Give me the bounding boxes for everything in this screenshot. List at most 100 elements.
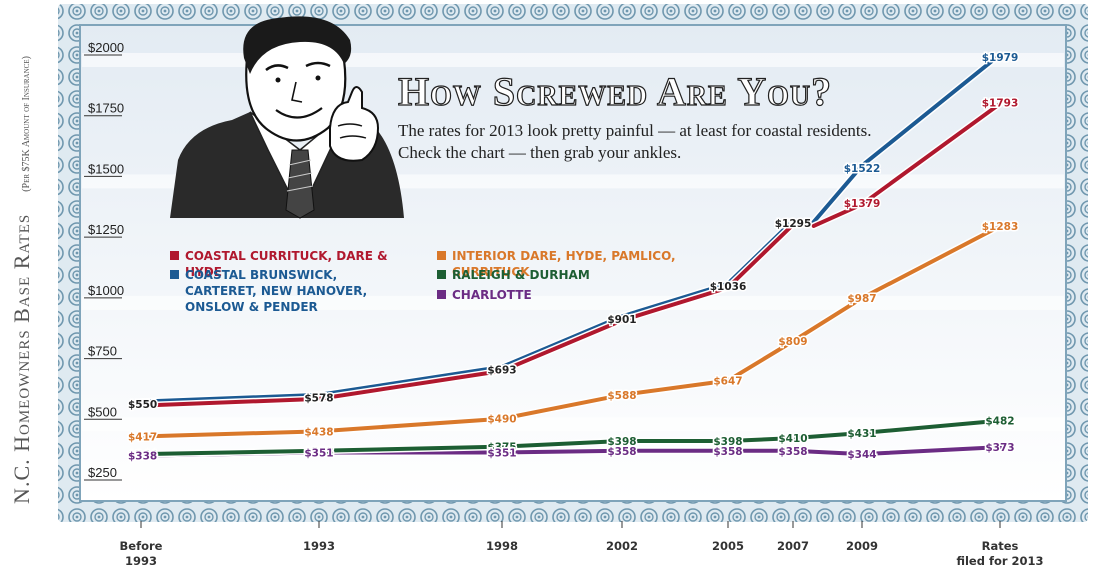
data-label: $1036 [710,281,747,293]
x-tick-label: 1993 [303,539,335,553]
chart-title: How Screwed Are You? [397,69,833,114]
headline-block: How Screwed Are You? The rates for 2013 … [397,69,918,164]
series-line-coastal_brunswick [139,281,730,404]
data-label: $375 [487,442,516,454]
series-line-raleigh [726,436,795,444]
y-tick-label: $250 [88,465,117,480]
data-label: $358 [778,446,807,458]
series-line-coastal_currituck [726,222,795,290]
legend-label: COASTAL BRUNSWICK, CARTERET, NEW HANOVER… [185,268,368,315]
legend-item-coastal-currituck: COASTAL CURRITUCK, DARE & HYDE [170,248,410,280]
y-tick-label: $2000 [88,40,124,55]
legend-swatch [170,251,179,260]
series-line-charlotte [791,448,864,457]
legend-swatch [437,270,446,279]
data-label: $344 [128,449,157,461]
data-label: $358 [713,446,742,458]
y-axis-label: N.C. Homeowners Base Rates [9,213,34,504]
x-tick-label: 2002 [606,539,638,553]
data-label: $1283 [982,221,1019,233]
y-axis-ticks: $250 $500 $750 $1000 $1250 $1500 $1750 $2000 [84,40,124,481]
series-lines [137,51,1004,460]
x-tick-label: 2009 [846,539,878,553]
data-label: $550 [128,399,157,411]
data-label: $490 [487,414,516,426]
data-label: $438 [304,426,333,438]
data-label: $398 [713,436,742,448]
series-line-coastal_brunswick [860,52,1002,168]
data-label: $338 [128,451,157,463]
necktie [285,149,315,219]
series-line-interior [791,296,864,344]
series-line-coastal_currituck [139,285,730,408]
data-label: $351 [487,447,516,459]
data-label: $1295 [775,218,812,230]
x-tick-label: filed for 2013 [956,554,1043,568]
legend-item-raleigh-durham: RALEIGH & DURHAM [437,267,737,283]
legend-item-coastal-brunswick: COASTAL BRUNSWICK, CARTERET, NEW HANOVER… [170,267,410,316]
series-line-coastal_currituck [860,101,1002,207]
series-line-coastal_brunswick [811,163,864,224]
thumbs-up-man-illustration [170,16,404,219]
data-label: $358 [607,446,636,458]
legend-label: INTERIOR DARE, HYDE, PAMLICO, CURRITUCK [452,249,676,280]
data-label: $373 [985,442,1014,454]
y-axis-title: N.C. Homeowners Base Rates (Per $75K Amo… [4,0,40,560]
series-line-coastal_currituck [811,202,864,228]
data-label: $1793 [982,97,1019,109]
data-label: $431 [847,428,876,440]
data-label: $693 [487,364,516,376]
y-tick-label: $1750 [88,101,124,116]
legend-label: CHARLOTTE [452,288,532,302]
y-tick-label: $500 [88,404,117,419]
data-label: $410 [778,433,807,445]
tie-stripes [286,159,314,192]
y-tick-label: $1250 [88,222,124,237]
data-label: $578 [304,392,333,404]
data-label: $588 [607,390,636,402]
y-axis-sublabel: (Per $75K Amount of Insurance) [21,56,32,192]
x-tick-label: 2005 [712,539,744,553]
data-label: $417 [128,431,157,443]
data-labels: $1793 $1379 $550 $578 $693 $901 $1036 $1295 $152… [127,51,1020,465]
legend-swatch [437,251,446,260]
data-label: $358 [304,446,333,458]
data-label: $809 [778,336,807,348]
series-line-interior [726,339,795,383]
data-label: $901 [607,314,636,326]
x-tick-label: 1993 [125,554,157,568]
legend-label: RALEIGH & DURHAM [452,268,590,282]
hair [243,16,352,75]
y-tick-label: $1000 [88,283,124,298]
legend-swatch [170,270,179,279]
y-tick-label: $1500 [88,161,124,176]
series-line-interior [860,224,1002,301]
legend-label: COASTAL CURRITUCK, DARE & HYDE [185,249,388,280]
legend-item-interior: INTERIOR DARE, HYDE, PAMLICO, CURRITUCK [437,248,737,280]
x-tick-label: 2007 [777,539,809,553]
data-label: $987 [847,293,876,305]
grin [275,107,323,119]
chart-subtitle: The rates for 2013 look pretty painful —… [398,121,872,163]
data-label: $344 [847,449,876,461]
data-label: $1979 [982,52,1019,64]
series-line-interior [139,378,730,439]
data-label: $482 [985,416,1014,428]
series-line-raleigh [139,439,730,457]
y-tick-label: $750 [88,344,117,359]
series-line-raleigh [791,431,864,441]
data-label: $398 [607,436,636,448]
series-line-charlotte [860,445,1002,457]
legend-swatch [437,290,446,299]
x-tick-label: Before [120,539,163,553]
data-label: $351 [304,447,333,459]
data-label: $1522 [844,163,881,175]
x-tick-label: 1998 [486,539,518,553]
data-label: $1379 [844,198,881,210]
series-line-raleigh [860,418,1002,436]
legend-item-charlotte: CHARLOTTE [437,287,737,303]
data-label: $647 [713,376,742,388]
x-tick-label: Rates [982,539,1019,553]
